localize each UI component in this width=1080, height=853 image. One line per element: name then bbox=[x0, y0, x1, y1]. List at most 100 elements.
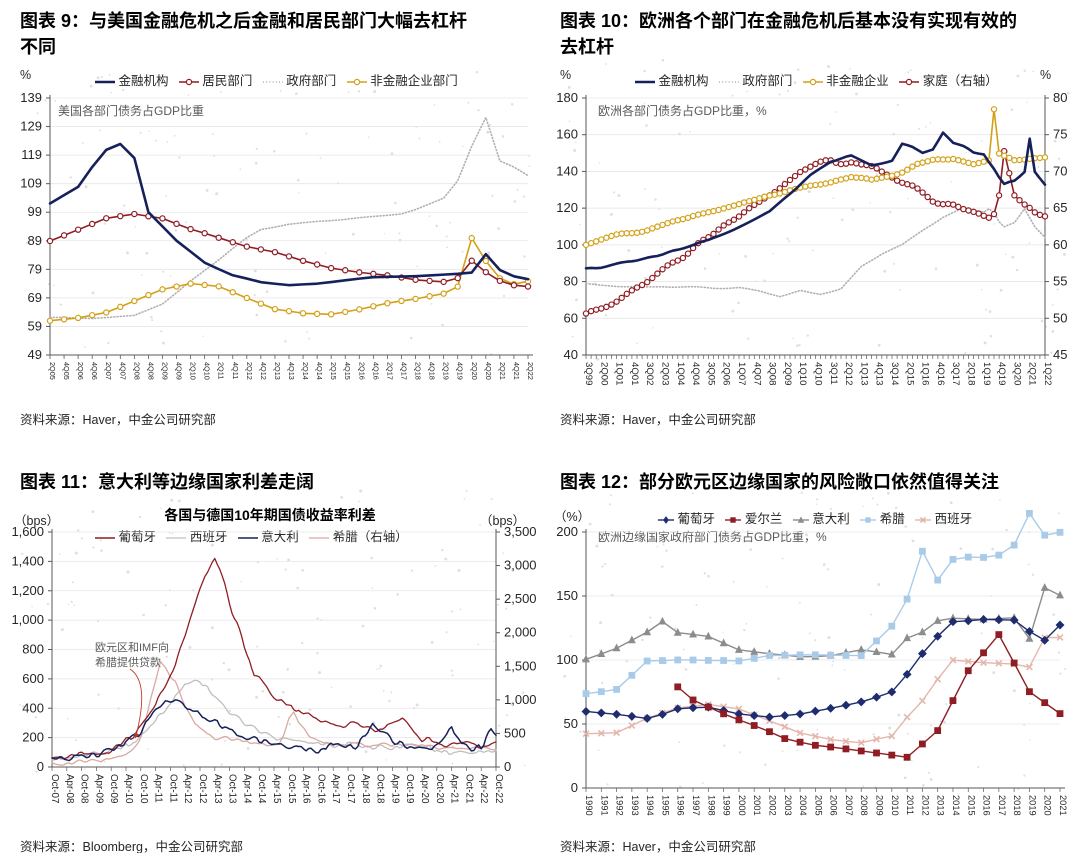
svg-text:Oct-17: Oct-17 bbox=[345, 774, 356, 803]
svg-text:Oct-10: Oct-10 bbox=[138, 774, 149, 804]
svg-text:120: 120 bbox=[556, 200, 578, 215]
svg-text:2Q15: 2Q15 bbox=[904, 362, 915, 385]
svg-text:75: 75 bbox=[1053, 127, 1067, 142]
svg-text:2Q00: 2Q00 bbox=[598, 362, 609, 385]
svg-text:4Q13: 4Q13 bbox=[874, 362, 885, 385]
svg-text:2020: 2020 bbox=[1043, 795, 1053, 816]
svg-text:Apr-21: Apr-21 bbox=[449, 774, 460, 803]
svg-text:180: 180 bbox=[556, 90, 578, 105]
svg-text:3Q99: 3Q99 bbox=[583, 362, 594, 385]
svg-text:Apr-18: Apr-18 bbox=[360, 774, 371, 804]
svg-text:3Q08: 3Q08 bbox=[767, 362, 778, 385]
svg-text:1996: 1996 bbox=[676, 795, 686, 816]
svg-text:4Q19: 4Q19 bbox=[456, 362, 465, 380]
svg-text:1,200: 1,200 bbox=[11, 583, 44, 598]
svg-text:Oct-14: Oct-14 bbox=[256, 774, 267, 804]
svg-text:2005: 2005 bbox=[813, 795, 823, 816]
svg-text:3,000: 3,000 bbox=[504, 558, 537, 573]
svg-text:Apr-14: Apr-14 bbox=[241, 774, 252, 804]
svg-text:4Q09: 4Q09 bbox=[175, 362, 184, 380]
svg-text:2019: 2019 bbox=[1027, 795, 1037, 816]
svg-text:Apr-13: Apr-13 bbox=[212, 774, 223, 804]
svg-text:Apr-17: Apr-17 bbox=[330, 774, 341, 803]
svg-text:4Q11: 4Q11 bbox=[231, 362, 240, 379]
svg-text:2Q05: 2Q05 bbox=[48, 362, 57, 380]
svg-text:2Q12: 2Q12 bbox=[245, 362, 254, 380]
svg-text:99: 99 bbox=[28, 204, 42, 219]
svg-text:2Q22: 2Q22 bbox=[526, 362, 535, 380]
svg-text:4Q07: 4Q07 bbox=[118, 362, 127, 380]
svg-text:4Q16: 4Q16 bbox=[935, 362, 946, 385]
svg-text:0: 0 bbox=[37, 759, 44, 774]
svg-text:4Q15: 4Q15 bbox=[343, 362, 352, 380]
svg-text:2Q13: 2Q13 bbox=[273, 362, 282, 380]
svg-text:1Q22: 1Q22 bbox=[1042, 362, 1053, 385]
svg-text:4Q20: 4Q20 bbox=[484, 362, 493, 380]
svg-text:Oct-09: Oct-09 bbox=[108, 774, 119, 803]
svg-text:Oct-18: Oct-18 bbox=[375, 774, 386, 804]
svg-text:2011: 2011 bbox=[905, 795, 915, 815]
svg-text:Oct-12: Oct-12 bbox=[197, 774, 208, 803]
svg-text:1,600: 1,600 bbox=[11, 524, 44, 539]
svg-text:800: 800 bbox=[22, 642, 44, 657]
svg-text:150: 150 bbox=[556, 588, 578, 603]
svg-text:400: 400 bbox=[22, 700, 44, 715]
svg-text:0: 0 bbox=[571, 780, 578, 795]
svg-text:Apr-08: Apr-08 bbox=[64, 774, 75, 804]
svg-text:0: 0 bbox=[504, 759, 511, 774]
svg-text:1Q07: 1Q07 bbox=[736, 362, 747, 385]
svg-text:4Q21: 4Q21 bbox=[512, 362, 521, 380]
svg-text:2016: 2016 bbox=[982, 795, 992, 816]
svg-text:70: 70 bbox=[1053, 163, 1067, 178]
svg-text:2010: 2010 bbox=[890, 795, 900, 816]
svg-text:4Q10: 4Q10 bbox=[203, 362, 212, 380]
svg-text:1998: 1998 bbox=[706, 795, 716, 816]
svg-text:Apr-16: Apr-16 bbox=[301, 774, 312, 804]
svg-text:2Q14: 2Q14 bbox=[301, 362, 310, 380]
svg-text:2Q15: 2Q15 bbox=[329, 362, 338, 380]
svg-text:Oct-21: Oct-21 bbox=[463, 774, 474, 803]
svg-text:1994: 1994 bbox=[645, 795, 655, 816]
svg-text:4Q12: 4Q12 bbox=[259, 362, 268, 380]
svg-text:1Q01: 1Q01 bbox=[614, 362, 625, 385]
svg-text:2,000: 2,000 bbox=[504, 625, 537, 640]
svg-text:3Q20: 3Q20 bbox=[1011, 362, 1022, 385]
svg-text:Apr-11: Apr-11 bbox=[153, 774, 164, 803]
svg-text:4Q08: 4Q08 bbox=[146, 362, 155, 380]
svg-text:2006: 2006 bbox=[829, 795, 839, 816]
svg-text:1997: 1997 bbox=[691, 795, 701, 816]
svg-text:65: 65 bbox=[1053, 200, 1067, 215]
svg-text:4Q16: 4Q16 bbox=[371, 362, 380, 380]
svg-text:2018: 2018 bbox=[1012, 795, 1022, 816]
svg-text:4Q14: 4Q14 bbox=[315, 362, 324, 380]
svg-text:2Q08: 2Q08 bbox=[132, 362, 141, 380]
svg-text:2Q06: 2Q06 bbox=[76, 362, 85, 380]
svg-text:4Q19: 4Q19 bbox=[996, 362, 1007, 385]
svg-text:Oct-19: Oct-19 bbox=[404, 774, 415, 803]
svg-text:4Q17: 4Q17 bbox=[399, 362, 408, 380]
svg-text:3Q17: 3Q17 bbox=[950, 362, 961, 385]
svg-text:4Q07: 4Q07 bbox=[751, 362, 762, 385]
svg-text:600: 600 bbox=[22, 671, 44, 686]
svg-text:2,500: 2,500 bbox=[504, 591, 537, 606]
svg-text:79: 79 bbox=[28, 261, 42, 276]
svg-text:Apr-09: Apr-09 bbox=[93, 774, 104, 803]
svg-text:4Q01: 4Q01 bbox=[629, 362, 640, 385]
svg-text:89: 89 bbox=[28, 233, 42, 248]
svg-text:1Q13: 1Q13 bbox=[858, 362, 869, 385]
svg-text:50: 50 bbox=[1053, 310, 1067, 325]
svg-text:200: 200 bbox=[22, 730, 44, 745]
svg-text:2Q12: 2Q12 bbox=[843, 362, 854, 385]
svg-text:Apr-15: Apr-15 bbox=[271, 774, 282, 804]
svg-text:3,500: 3,500 bbox=[504, 524, 537, 539]
svg-text:2Q21: 2Q21 bbox=[498, 362, 507, 380]
svg-text:希腊提供贷款: 希腊提供贷款 bbox=[95, 655, 161, 669]
svg-text:Apr-12: Apr-12 bbox=[182, 774, 193, 803]
svg-text:1Q04: 1Q04 bbox=[675, 362, 686, 386]
svg-text:3Q05: 3Q05 bbox=[705, 362, 716, 385]
svg-text:119: 119 bbox=[21, 147, 42, 162]
svg-text:2013: 2013 bbox=[936, 795, 946, 816]
svg-text:2Q11: 2Q11 bbox=[217, 362, 226, 379]
svg-text:500: 500 bbox=[504, 725, 526, 740]
svg-text:Oct-13: Oct-13 bbox=[227, 774, 238, 804]
